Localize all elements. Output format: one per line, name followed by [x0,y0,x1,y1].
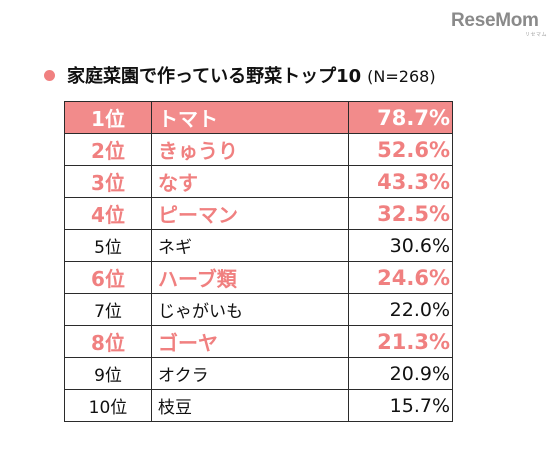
table-row: 10位 枝豆 15.7% [64,389,453,422]
ranking-table-body: 1位 トマト 78.7% 2位 きゅうり 52.6% 3位 なす 43.3% 4位 ピーマン 32.5… [64,101,453,422]
percentage-cell: 52.6% [348,133,453,166]
vegetable-name-cell: ピーマン [151,197,349,230]
rank-cell: 7位 [64,293,152,326]
rank-cell: 8位 [64,325,152,358]
vegetable-name-cell: ネギ [151,229,349,262]
table-row: 1位 トマト 78.7% [64,101,453,134]
rank-cell: 1位 [64,101,152,134]
percentage-cell: 21.3% [348,325,453,358]
table-row: 8位 ゴーヤ 21.3% [64,325,453,358]
vegetable-name-cell: トマト [151,101,349,134]
percentage-cell: 24.6% [348,261,453,294]
vegetable-name-cell: 枝豆 [151,389,349,422]
rank-cell: 3位 [64,165,152,198]
table-row: 6位 ハーブ類 24.6% [64,261,453,294]
ranking-table: 1位 トマト 78.7% 2位 きゅうり 52.6% 3位 なす 43.3% 4位 ピーマン 32.5… [64,101,453,422]
rank-cell: 10位 [64,389,152,422]
vegetable-name-cell: じゃがいも [151,293,349,326]
percentage-cell: 32.5% [348,197,453,230]
logo-subtext: リセマム [524,32,547,38]
percentage-cell: 78.7% [348,101,453,134]
percentage-cell: 20.9% [348,357,453,390]
table-row: 9位 オクラ 20.9% [64,357,453,390]
rank-cell: 2位 [64,133,152,166]
vegetable-name-cell: ハーブ類 [151,261,349,294]
resemom-logo: ReseMom リセマム [451,10,547,38]
percentage-cell: 15.7% [348,389,453,422]
vegetable-name-cell: オクラ [151,357,349,390]
vegetable-name-cell: なす [151,165,349,198]
table-row: 7位 じゃがいも 22.0% [64,293,453,326]
rank-cell: 5位 [64,229,152,262]
rank-cell: 4位 [64,197,152,230]
percentage-cell: 30.6% [348,229,453,262]
chart-title-row: 家庭菜園で作っている野菜トップ10 (N=268) [44,64,436,90]
bullet-dot-icon [44,70,55,81]
logo-text: ReseMom [451,10,539,31]
chart-title: 家庭菜園で作っている野菜トップ10 [67,66,362,87]
percentage-cell: 22.0% [348,293,453,326]
table-row: 2位 きゅうり 52.6% [64,133,453,166]
vegetable-name-cell: ゴーヤ [151,325,349,358]
percentage-cell: 43.3% [348,165,453,198]
table-row: 4位 ピーマン 32.5% [64,197,453,230]
rank-cell: 6位 [64,261,152,294]
table-row: 5位 ネギ 30.6% [64,229,453,262]
table-row: 3位 なす 43.3% [64,165,453,198]
sample-size: (N=268) [367,67,436,86]
vegetable-name-cell: きゅうり [151,133,349,166]
rank-cell: 9位 [64,357,152,390]
